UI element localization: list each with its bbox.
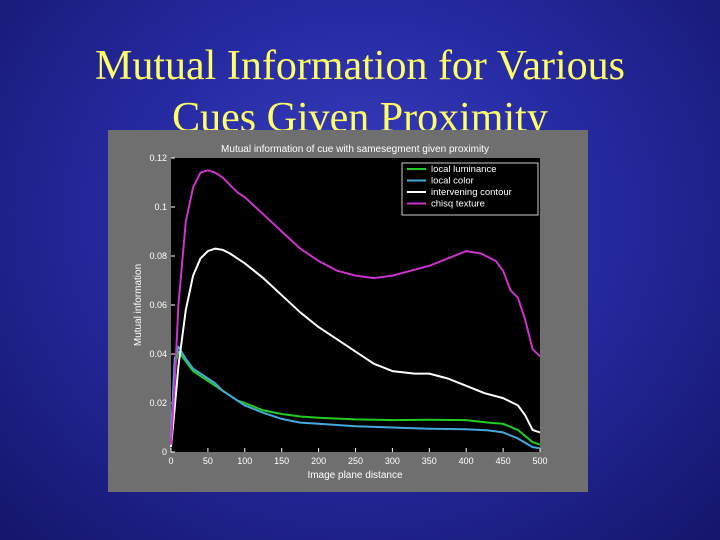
x-tick-label: 250 <box>348 456 363 466</box>
y-tick-label: 0.04 <box>149 349 167 359</box>
x-tick-label: 450 <box>496 456 511 466</box>
x-tick-label: 50 <box>203 456 213 466</box>
series-line-local-luminance <box>170 350 541 446</box>
x-axis-label: Image plane distance <box>307 470 403 481</box>
chart-title: Mutual information of cue with samesegme… <box>221 144 489 155</box>
x-tick-label: 100 <box>237 456 252 466</box>
x-tick-label: 350 <box>422 456 437 466</box>
x-tick-label: 150 <box>274 456 289 466</box>
y-tick-label: 0.08 <box>149 251 167 261</box>
y-axis-label: Mutual information <box>133 264 144 346</box>
legend-label: local luminance <box>431 164 496 175</box>
slide-title: Mutual Information for Various Cues Give… <box>0 40 720 145</box>
y-tick-label: 0 <box>162 447 167 457</box>
x-tick-label: 300 <box>385 456 400 466</box>
x-tick-label: 0 <box>168 456 173 466</box>
chart-figure: 0 50 100 150 200 250 300 350 400 450 500 0 0.02 0.04 0… <box>108 130 588 492</box>
series-line-intervening-contour <box>170 247 541 448</box>
mutual-information-chart: 0 50 100 150 200 250 300 350 400 450 500 0 0.02 0.04 0… <box>133 144 548 481</box>
legend-label: local color <box>431 176 474 187</box>
x-tick-label: 500 <box>532 456 547 466</box>
legend-label: intervening contour <box>431 187 512 198</box>
y-tick-label: 0.06 <box>149 300 167 310</box>
y-tick-label: 0.02 <box>149 398 167 408</box>
legend-box <box>401 162 539 216</box>
legend-label: chisq texture <box>431 199 485 210</box>
x-tick-label: 200 <box>311 456 326 466</box>
series-line-chisq-texture <box>170 169 541 445</box>
y-tick-label: 0.1 <box>154 202 167 212</box>
y-tick-label: 0.12 <box>149 153 167 163</box>
x-tick-label: 400 <box>459 456 474 466</box>
slide-title-line-1: Mutual Information for Various <box>95 43 625 89</box>
series-line-local-color <box>170 345 541 450</box>
